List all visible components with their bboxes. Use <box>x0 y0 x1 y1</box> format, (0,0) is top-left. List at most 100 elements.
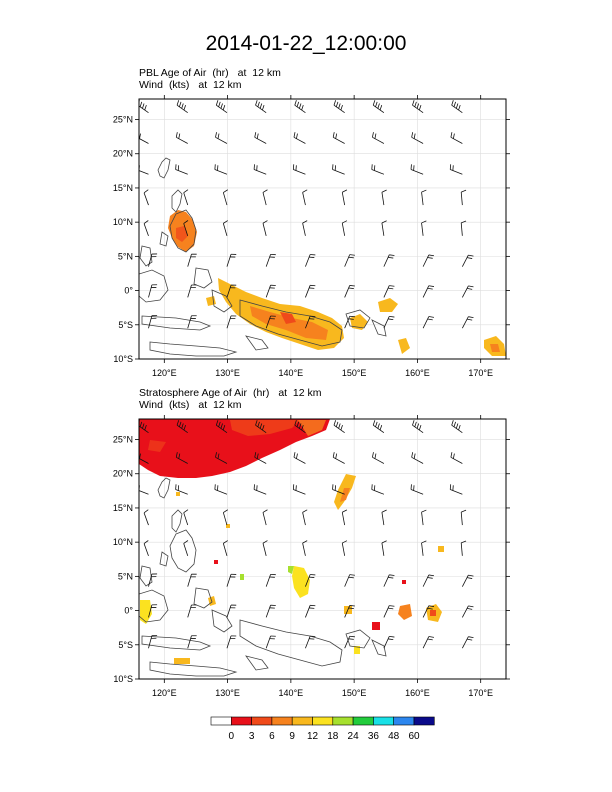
wind-barb <box>143 220 149 236</box>
colorbar-label: 60 <box>408 731 420 742</box>
wind-barb <box>293 132 306 144</box>
wind-barb <box>422 574 435 587</box>
wind-barb <box>460 220 467 236</box>
wind-barb <box>226 604 237 618</box>
wind-barb <box>305 604 316 618</box>
pbl-map-panel: 120°E 130°E 140°E 150°E 160°E 170°E 25°N 20°N 15… <box>113 95 510 378</box>
colorbar-swatch <box>413 716 435 726</box>
colorbar-label: 12 <box>307 731 319 742</box>
y-tick-label: 5°S <box>118 640 133 650</box>
y-tick-label: 10°S <box>113 674 133 684</box>
wind-barb <box>344 574 355 587</box>
wind-barb <box>253 484 267 495</box>
coastlines <box>139 157 387 357</box>
wind-barb <box>148 635 158 649</box>
wind-barb <box>333 420 345 434</box>
wind-barbs <box>139 100 474 329</box>
wind-barb <box>383 605 395 618</box>
wind-barb <box>421 540 427 556</box>
wind-barb <box>461 605 474 618</box>
wind-barb <box>254 132 267 144</box>
wind-barb <box>421 220 427 236</box>
wind-barb <box>422 316 435 329</box>
wind-barb <box>460 189 467 206</box>
wind-barb <box>265 284 276 298</box>
wind-barb <box>372 420 385 434</box>
gridlines <box>139 99 506 359</box>
wind-barb <box>226 573 237 587</box>
wind-barb <box>460 509 467 526</box>
colorbar-label: 36 <box>368 731 380 742</box>
wind-barb <box>450 132 463 144</box>
wind-barb <box>187 284 197 298</box>
x-tick-label: 160°E <box>405 368 430 378</box>
colorbar-swatch <box>210 716 232 726</box>
colorbar-swatch <box>271 716 293 726</box>
wind-barb <box>214 164 228 175</box>
wind-barb <box>222 220 228 236</box>
colorbar-swatch <box>352 716 374 726</box>
coastlines <box>139 477 387 677</box>
y-tick-label: 25°N <box>113 115 133 125</box>
wind-barb <box>175 452 188 464</box>
wind-barb <box>148 604 158 618</box>
wind-barb <box>139 133 149 144</box>
panel1-axis-ticks: 120°E 130°E 140°E 150°E 160°E 170°E 25°N 20°N 15… <box>113 95 510 378</box>
panel1-wind-subtitle: Wind (kts) at 12 km <box>139 79 242 91</box>
wind-barb <box>422 285 435 298</box>
wind-barb <box>305 635 316 649</box>
wind-barb <box>344 635 355 649</box>
wind-barb <box>341 509 348 526</box>
colorbar-swatch <box>393 716 415 726</box>
wind-barb <box>451 100 463 114</box>
wind-barb <box>187 315 197 329</box>
wind-barb <box>344 254 355 267</box>
wind-barb <box>176 100 188 114</box>
wind-barb <box>460 540 467 556</box>
wind-barb <box>371 484 385 495</box>
panel2-axis-ticks: 120°E 130°E 140°E 150°E 160°E 170°E 25°N 20°N 15… <box>113 415 510 698</box>
wind-barb <box>344 315 355 329</box>
y-tick-label: 20°N <box>113 469 133 479</box>
wind-barb <box>461 574 474 587</box>
wind-barb <box>222 509 228 526</box>
wind-barb <box>253 164 267 175</box>
wind-barb <box>222 189 228 206</box>
wind-barb <box>381 540 387 556</box>
wind-barb <box>461 254 474 267</box>
wind-barb <box>372 100 385 114</box>
wind-barb <box>139 165 149 175</box>
panel2-field-subtitle: Stratosphere Age of Air (hr) at 12 km <box>139 387 322 399</box>
wind-barb <box>341 540 348 556</box>
wind-barb <box>187 253 197 267</box>
wind-barb <box>302 189 308 206</box>
wind-barb <box>226 284 237 298</box>
colorbar-label: 9 <box>289 731 295 742</box>
wind-barb <box>183 540 189 556</box>
wind-barb <box>294 100 306 114</box>
wind-barb <box>302 509 308 526</box>
x-tick-label: 140°E <box>279 368 304 378</box>
wind-barb <box>265 604 276 618</box>
wind-barb <box>412 100 424 114</box>
colorbar-label: 24 <box>348 731 360 742</box>
wind-barb <box>139 100 149 114</box>
colorbar-label: 18 <box>327 731 339 742</box>
panel2-wind-subtitle: Wind (kts) at 12 km <box>139 399 242 411</box>
wind-barb <box>383 635 395 649</box>
panel1-field-subtitle: PBL Age of Air (hr) at 12 km <box>139 67 281 79</box>
wind-barb <box>254 452 267 464</box>
wind-barb <box>187 573 197 587</box>
wind-barb <box>143 189 149 206</box>
wind-barb <box>139 485 149 495</box>
wind-barb <box>215 420 228 434</box>
wind-barb <box>449 164 463 175</box>
wind-barb <box>302 220 308 236</box>
wind-barb <box>215 452 228 464</box>
y-tick-label: 25°N <box>113 435 133 445</box>
wind-barb <box>148 315 158 329</box>
wind-barb <box>450 452 463 464</box>
wind-barb <box>344 285 355 298</box>
y-tick-label: 10°N <box>113 217 133 227</box>
wind-barb <box>214 484 228 495</box>
